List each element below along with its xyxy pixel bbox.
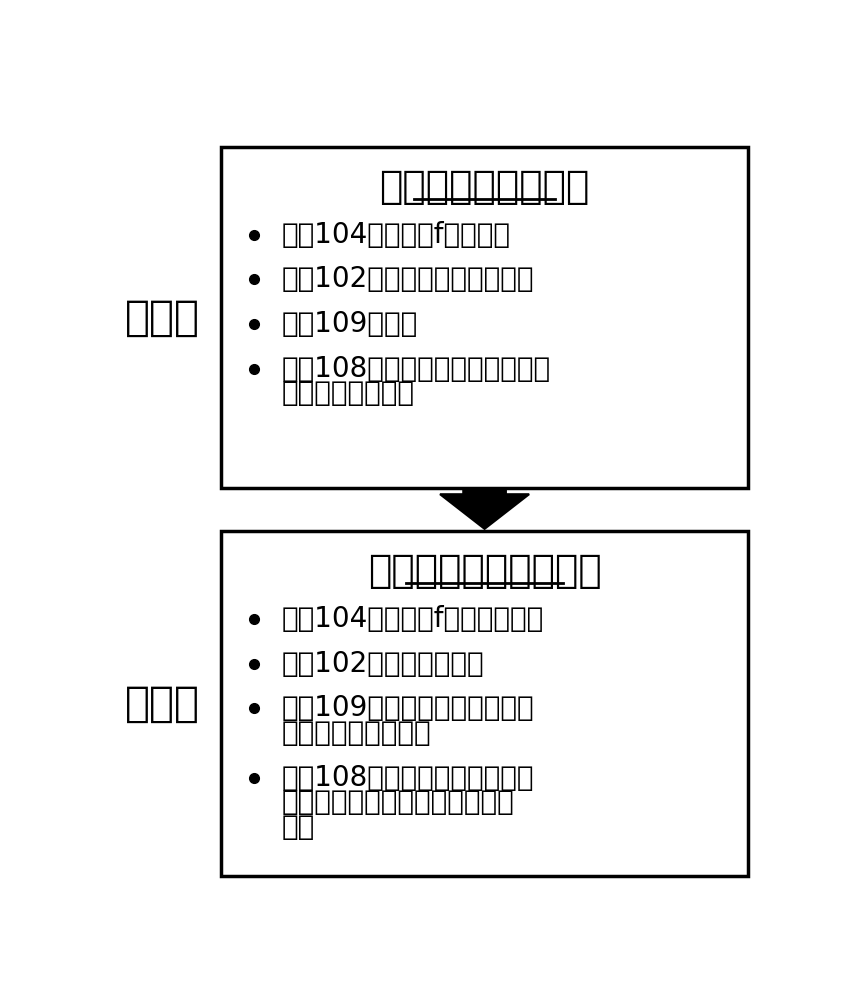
Text: 测量108输出相移量，逐步获得: 测量108输出相移量，逐步获得 [282,764,534,792]
Text: 设置104：频率为f的一确定值；: 设置104：频率为f的一确定值； [282,605,544,633]
Text: 多频率瞬时粗度测量: 多频率瞬时粗度测量 [380,168,590,206]
Text: 单个频率逐步精确测量: 单个频率逐步精确测量 [368,552,602,590]
Text: 设置102：不平衡双边带调值；: 设置102：不平衡双边带调值； [282,265,534,293]
Text: 测量108输出功率变化，获得探测: 测量108输出功率变化，获得探测 [282,355,551,383]
Bar [221,531,748,876]
Text: 设置109无效；: 设置109无效； [282,310,418,338]
Text: 第一步: 第一步 [125,297,200,339]
Text: 频率值相减、滤波；: 频率值相减、滤波； [282,719,431,747]
Polygon shape [440,490,529,529]
Text: 探测信号中每个频率分量的精确: 探测信号中每个频率分量的精确 [282,788,514,816]
Text: 设置104：步长为f的扫频；: 设置104：步长为f的扫频； [282,221,511,249]
Text: 设置102：单边带调制；: 设置102：单边带调制； [282,650,484,678]
Text: 第二步: 第二步 [125,683,200,725]
Bar [221,147,748,488]
Text: 设置109：探测信号与相应的粗: 设置109：探测信号与相应的粗 [282,694,534,722]
Text: 信号的粗频率值；: 信号的粗频率值； [282,379,414,407]
Text: 值；: 值； [282,813,315,841]
